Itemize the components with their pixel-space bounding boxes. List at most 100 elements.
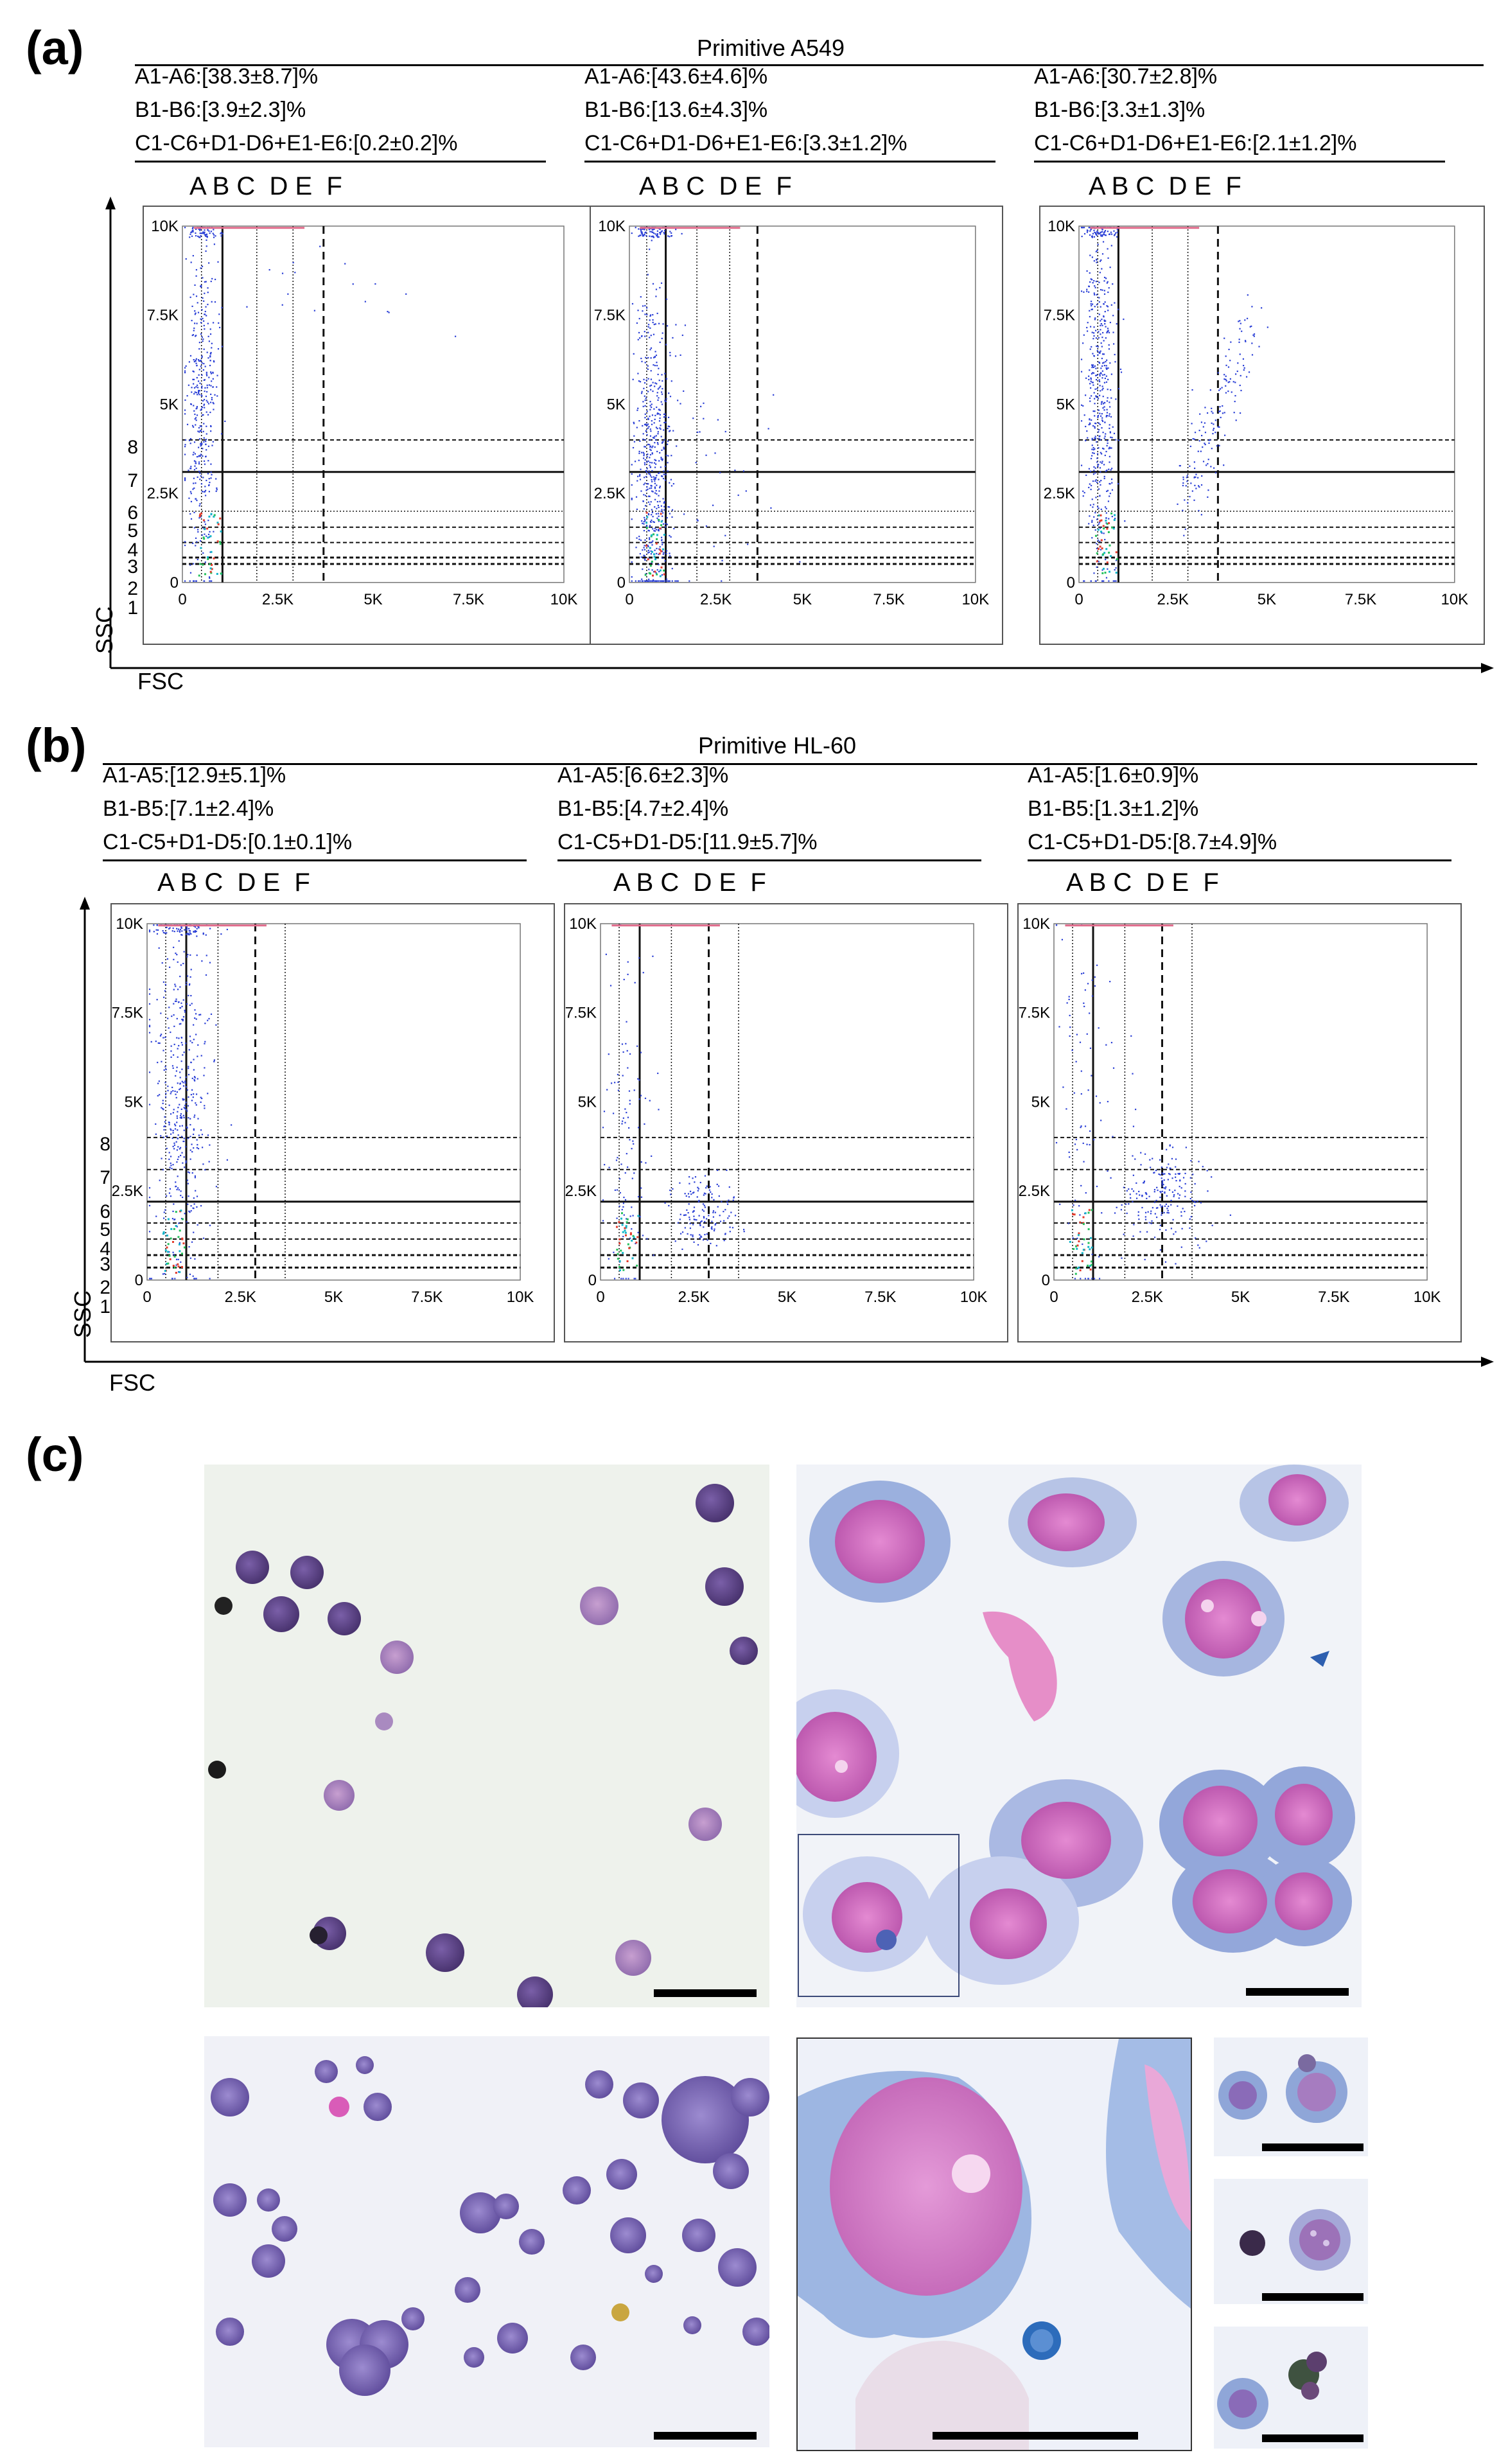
event-dot bbox=[719, 1220, 722, 1222]
event-dot bbox=[1096, 294, 1098, 296]
event-dot bbox=[1069, 1240, 1071, 1243]
event-dot bbox=[1191, 423, 1193, 425]
event-dot bbox=[660, 457, 662, 459]
event-dot bbox=[148, 931, 151, 933]
event-dot bbox=[1101, 385, 1103, 387]
event-dot bbox=[216, 572, 218, 575]
event-dot bbox=[1155, 1216, 1158, 1219]
event-dot bbox=[629, 1232, 632, 1235]
event-dot bbox=[1166, 1208, 1168, 1210]
event-dot bbox=[184, 477, 186, 479]
plot-area-frame bbox=[146, 923, 521, 1281]
event-dot bbox=[222, 233, 224, 234]
event-dot bbox=[153, 924, 155, 926]
event-dot bbox=[1096, 547, 1098, 550]
event-dot bbox=[213, 234, 215, 236]
event-dot bbox=[659, 471, 661, 473]
event-dot bbox=[1100, 471, 1101, 473]
event-dot bbox=[206, 411, 207, 413]
event-dot bbox=[644, 1123, 645, 1125]
event-dot bbox=[171, 1278, 173, 1280]
event-dot bbox=[1200, 484, 1203, 486]
event-dot bbox=[204, 281, 206, 283]
event-dot bbox=[200, 443, 202, 445]
event-dot bbox=[199, 540, 202, 542]
x-tick-label-2.5K: 2.5K bbox=[262, 591, 294, 608]
event-dot bbox=[640, 1052, 642, 1053]
event-dot bbox=[647, 549, 649, 552]
event-dot bbox=[1223, 412, 1225, 414]
event-dot bbox=[197, 359, 200, 361]
event-dot bbox=[1103, 475, 1105, 478]
event-dot bbox=[206, 374, 208, 376]
event-dot bbox=[200, 1101, 202, 1104]
event-dot bbox=[1098, 379, 1100, 381]
event-dot bbox=[1089, 1047, 1092, 1050]
event-dot bbox=[656, 547, 658, 550]
event-dot bbox=[644, 335, 646, 337]
event-dot bbox=[1191, 1200, 1194, 1202]
event-dot bbox=[639, 1216, 641, 1218]
event-dot bbox=[175, 1075, 177, 1077]
event-dot bbox=[646, 307, 648, 309]
x-tick-label-2.5K: 2.5K bbox=[225, 1289, 256, 1306]
event-dot bbox=[674, 355, 677, 357]
event-dot bbox=[209, 353, 212, 355]
event-dot bbox=[193, 322, 196, 324]
event-dot bbox=[148, 1231, 151, 1233]
event-dot bbox=[172, 1067, 174, 1069]
event-dot bbox=[699, 1234, 701, 1236]
event-dot bbox=[660, 466, 662, 468]
y-tick-label-5K: 5K bbox=[160, 396, 179, 413]
event-dot bbox=[623, 1196, 625, 1199]
event-dot bbox=[1100, 484, 1101, 486]
event-dot bbox=[652, 491, 654, 493]
event-dot bbox=[690, 1234, 692, 1236]
event-dot bbox=[182, 1019, 184, 1022]
event-dot bbox=[1105, 326, 1107, 328]
event-dot bbox=[173, 1043, 175, 1046]
event-dot bbox=[194, 1258, 196, 1260]
event-dot bbox=[162, 1102, 164, 1104]
event-dot bbox=[175, 1125, 177, 1127]
event-dot bbox=[631, 484, 633, 486]
event-dot bbox=[1123, 318, 1125, 321]
event-dot bbox=[209, 563, 211, 565]
event-dot bbox=[215, 1024, 217, 1026]
event-dot bbox=[1105, 450, 1107, 453]
event-dot bbox=[177, 1129, 179, 1131]
event-dot bbox=[189, 1123, 191, 1126]
event-dot bbox=[156, 999, 158, 1001]
event-dot bbox=[1133, 1224, 1135, 1226]
event-dot bbox=[193, 327, 195, 330]
event-dot bbox=[624, 1199, 627, 1201]
event-dot bbox=[1140, 1164, 1142, 1166]
event-dot bbox=[1097, 398, 1100, 400]
event-dot bbox=[699, 1237, 701, 1239]
event-dot bbox=[173, 1025, 175, 1027]
event-dot bbox=[196, 407, 198, 409]
event-dot bbox=[1089, 470, 1092, 472]
event-dot bbox=[649, 349, 651, 351]
event-dot bbox=[184, 1082, 186, 1084]
event-dot bbox=[1178, 1197, 1180, 1199]
event-dot bbox=[1109, 362, 1111, 364]
event-dot bbox=[199, 229, 201, 231]
event-dot bbox=[658, 570, 660, 572]
event-dot bbox=[1090, 457, 1092, 460]
event-dot bbox=[1091, 308, 1093, 310]
event-dot bbox=[642, 972, 644, 974]
event-dot bbox=[646, 468, 648, 470]
event-dot bbox=[1153, 1172, 1155, 1174]
event-dot bbox=[695, 462, 697, 464]
event-dot bbox=[1137, 1215, 1139, 1217]
event-dot bbox=[1121, 1257, 1123, 1259]
event-dot bbox=[196, 541, 198, 543]
event-dot bbox=[694, 1219, 696, 1220]
panel-b-plot-2-stat-3: C1-C5+D1-D5:[11.9±5.7]% bbox=[557, 830, 818, 854]
event-dot bbox=[1104, 377, 1106, 380]
event-dot bbox=[209, 411, 211, 414]
event-dot bbox=[644, 313, 646, 315]
event-dot bbox=[207, 287, 209, 289]
event-dot bbox=[188, 928, 190, 929]
